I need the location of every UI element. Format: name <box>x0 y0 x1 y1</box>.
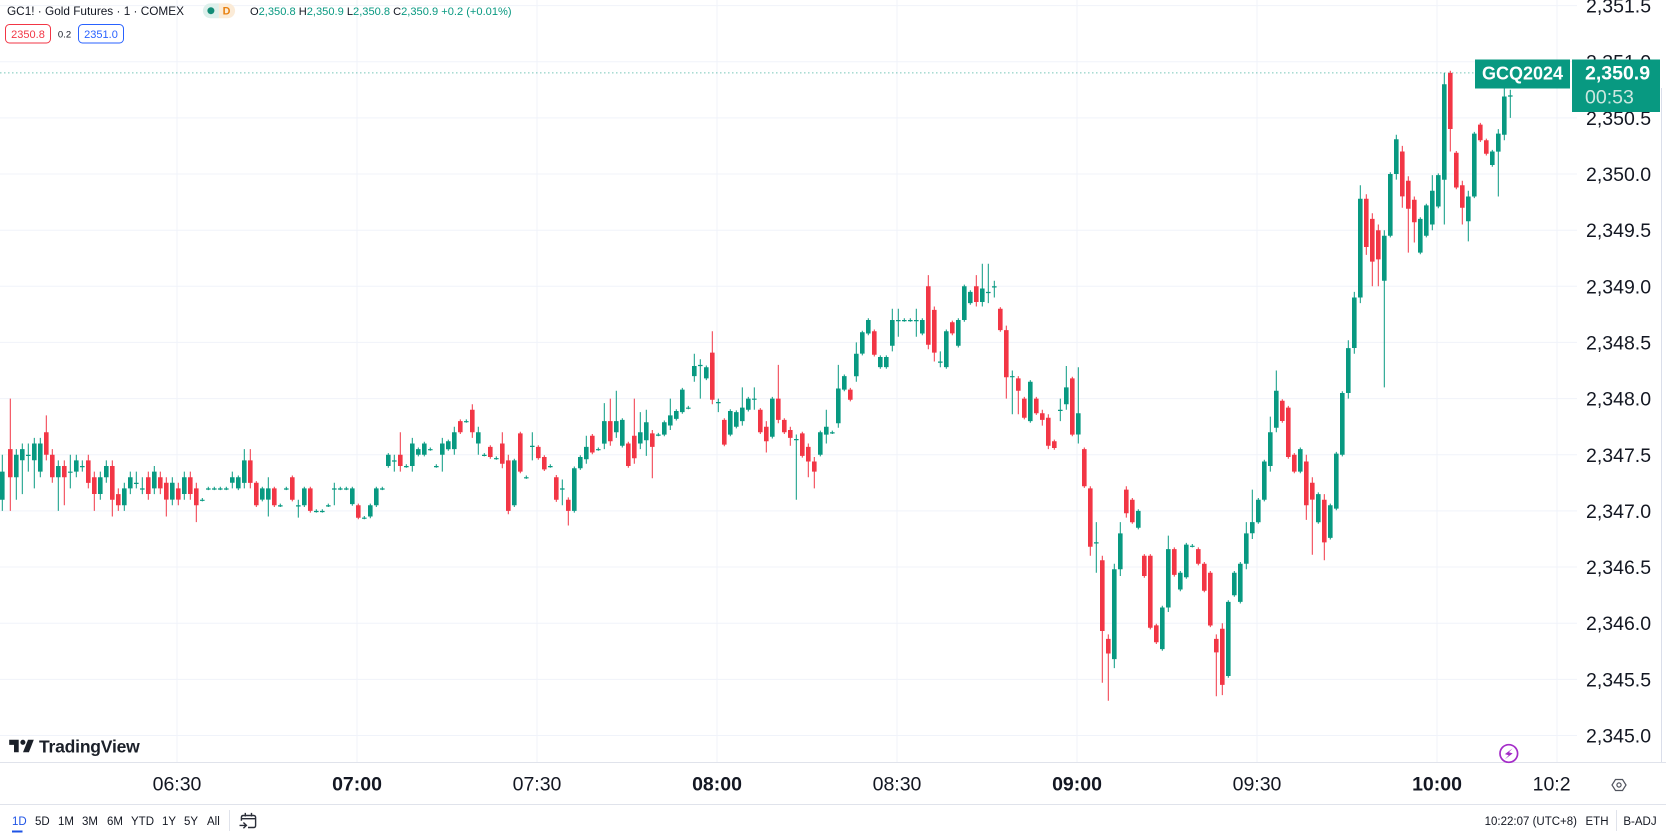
svg-text:TradingView: TradingView <box>39 737 140 757</box>
svg-text:2350.8: 2350.8 <box>11 29 45 41</box>
svg-text:09:30: 09:30 <box>1233 774 1282 796</box>
svg-text:2,345.5: 2,345.5 <box>1586 669 1651 691</box>
svg-text:6M: 6M <box>107 816 123 828</box>
svg-text:2,350.5: 2,350.5 <box>1586 108 1651 130</box>
svg-text:ETH: ETH <box>1586 816 1609 828</box>
svg-text:GC1! · Gold Futures · 1 · COME: GC1! · Gold Futures · 1 · COMEX <box>7 4 184 18</box>
svg-text:1Y: 1Y <box>162 816 176 828</box>
svg-text:09:00: 09:00 <box>1052 774 1102 796</box>
svg-text:5D: 5D <box>35 816 50 828</box>
svg-text:07:30: 07:30 <box>513 774 562 796</box>
svg-text:2351.0: 2351.0 <box>84 29 118 41</box>
svg-text:2,349.5: 2,349.5 <box>1586 220 1651 242</box>
svg-text:2,347.0: 2,347.0 <box>1586 501 1651 523</box>
svg-text:5Y: 5Y <box>184 816 198 828</box>
svg-text:2,346.5: 2,346.5 <box>1586 557 1651 579</box>
svg-text:08:00: 08:00 <box>692 774 742 796</box>
svg-text:2,346.0: 2,346.0 <box>1586 613 1651 635</box>
svg-text:10:00: 10:00 <box>1412 774 1462 796</box>
svg-text:3M: 3M <box>82 816 98 828</box>
svg-text:2,350.9: 2,350.9 <box>1585 63 1650 85</box>
svg-text:2,347.5: 2,347.5 <box>1586 445 1651 467</box>
svg-text:2,345.0: 2,345.0 <box>1586 726 1651 748</box>
svg-text:06:30: 06:30 <box>153 774 202 796</box>
svg-text:1D: 1D <box>12 816 27 828</box>
svg-text:D: D <box>223 6 231 18</box>
svg-text:00:53: 00:53 <box>1585 87 1634 109</box>
svg-text:B-ADJ: B-ADJ <box>1623 816 1656 828</box>
svg-text:10:22:07 (UTC+8): 10:22:07 (UTC+8) <box>1485 816 1578 828</box>
svg-text:08:30: 08:30 <box>873 774 922 796</box>
svg-text:2,350.0: 2,350.0 <box>1586 164 1651 186</box>
svg-text:YTD: YTD <box>131 816 154 828</box>
svg-text:10:20: 10:20 <box>1533 774 1582 796</box>
svg-text:07:00: 07:00 <box>332 774 382 796</box>
svg-text:2,351.5: 2,351.5 <box>1586 0 1651 18</box>
svg-text:1M: 1M <box>58 816 74 828</box>
svg-text:2,349.0: 2,349.0 <box>1586 276 1651 298</box>
svg-text:O2,350.8 H2,350.9 L2,350.8 C2,: O2,350.8 H2,350.9 L2,350.8 C2,350.9 +0.2… <box>250 6 512 18</box>
svg-text:All: All <box>207 816 220 828</box>
svg-text:2,348.0: 2,348.0 <box>1586 389 1651 411</box>
svg-text:0.2: 0.2 <box>58 29 71 40</box>
svg-text:GCQ2024: GCQ2024 <box>1482 64 1563 84</box>
svg-text:2,348.5: 2,348.5 <box>1586 332 1651 354</box>
